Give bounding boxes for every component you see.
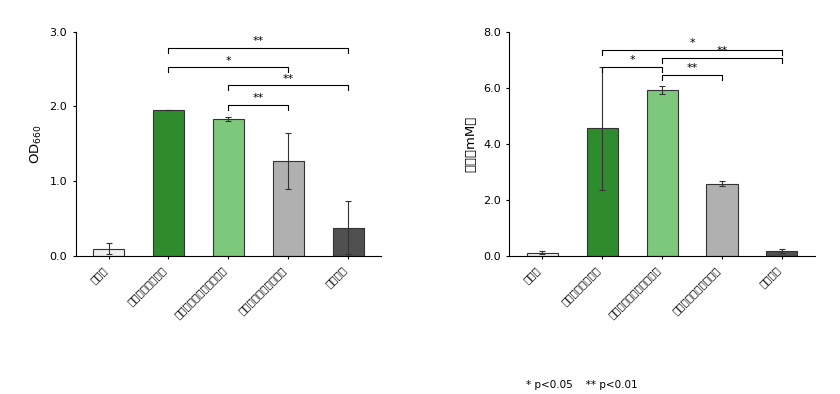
Bar bbox=[527, 253, 558, 256]
Bar bbox=[273, 161, 304, 256]
Y-axis label: OD$_{660}$: OD$_{660}$ bbox=[29, 124, 44, 164]
Text: * p<0.05    ** p<0.01: * p<0.05 ** p<0.01 bbox=[526, 380, 638, 390]
Bar bbox=[333, 228, 364, 256]
Text: **: ** bbox=[686, 63, 698, 73]
Text: *: * bbox=[225, 56, 231, 66]
Text: **: ** bbox=[253, 36, 264, 46]
Bar bbox=[586, 128, 617, 256]
Bar bbox=[706, 184, 738, 256]
Y-axis label: 酢酸（mM）: 酢酸（mM） bbox=[465, 116, 478, 172]
Bar bbox=[93, 249, 124, 256]
Bar bbox=[766, 251, 797, 256]
Text: **: ** bbox=[717, 46, 727, 56]
Text: *: * bbox=[689, 38, 695, 48]
Bar bbox=[213, 119, 244, 256]
Bar bbox=[647, 90, 678, 256]
Text: **: ** bbox=[253, 93, 264, 103]
Text: **: ** bbox=[282, 74, 294, 84]
Text: *: * bbox=[629, 55, 635, 65]
Bar bbox=[153, 110, 184, 256]
